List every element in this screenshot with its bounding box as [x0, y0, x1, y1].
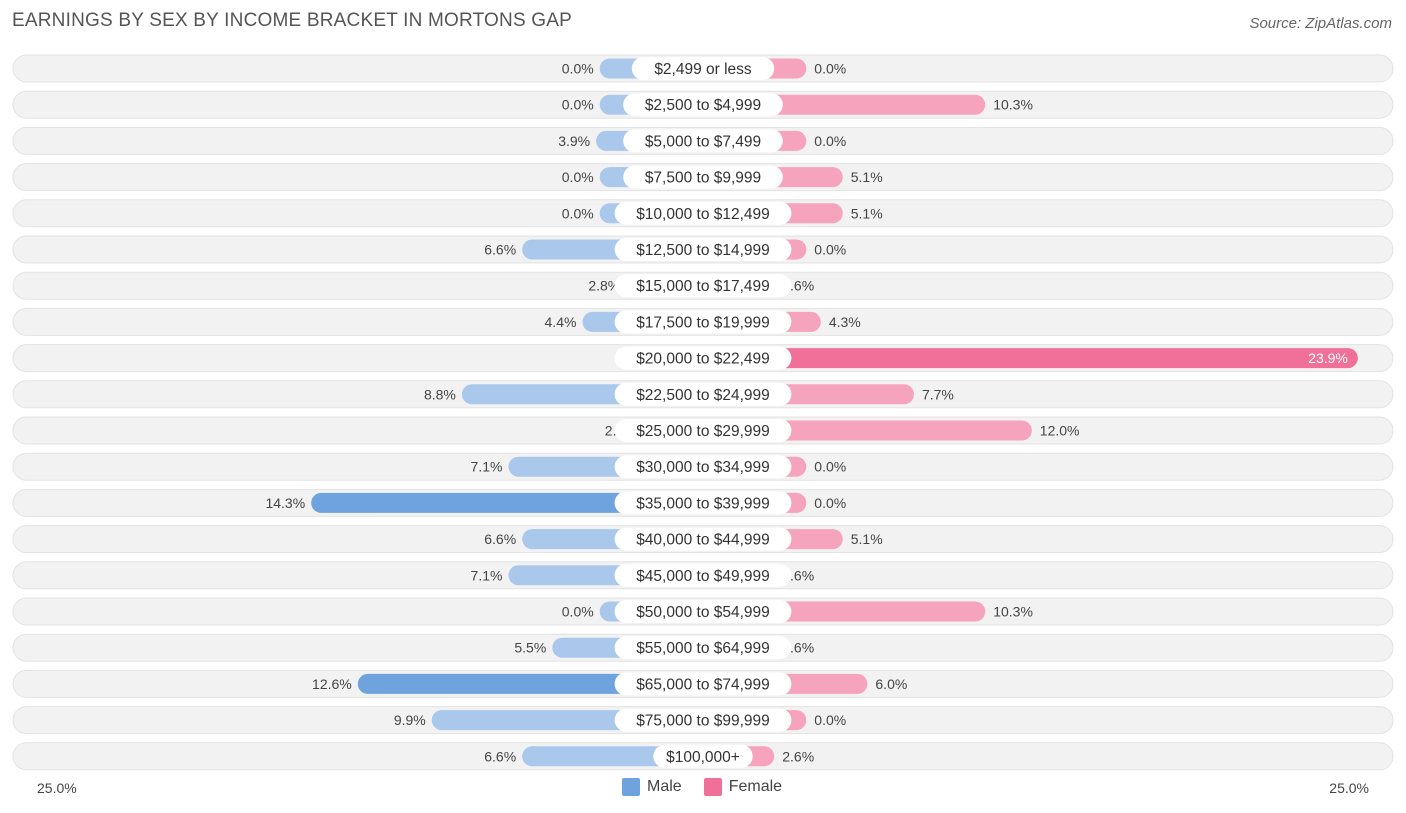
female-value-label: 10.3%	[993, 604, 1033, 620]
category-label: $15,000 to $17,499	[636, 278, 770, 295]
male-value-label: 0.0%	[562, 61, 594, 77]
category-label: $12,500 to $14,999	[636, 242, 770, 259]
male-value-label: 8.8%	[424, 386, 456, 402]
category-label: $22,500 to $24,999	[636, 387, 770, 404]
male-value-label: 6.6%	[484, 242, 516, 258]
category-pill	[614, 238, 792, 261]
category-pill	[653, 744, 753, 768]
legend: Male Female	[622, 778, 782, 796]
category-pill	[614, 708, 792, 732]
female-value-label: 2.6%	[782, 748, 814, 764]
category-pill	[614, 600, 792, 623]
female-value-label: 4.3%	[829, 314, 861, 330]
category-pill	[623, 129, 783, 153]
female-value-label: 10.3%	[993, 97, 1033, 113]
male-value-label: 6.6%	[484, 748, 516, 764]
male-value-label: 6.6%	[484, 531, 516, 547]
category-pill	[623, 93, 783, 117]
category-pill	[614, 455, 792, 479]
category-label: $40,000 to $44,999	[636, 532, 770, 549]
axis-right-label: 25.0%	[1329, 780, 1369, 796]
male-value-label: 3.9%	[558, 133, 590, 149]
category-pill	[614, 382, 792, 406]
female-value-label: 0.0%	[814, 459, 846, 475]
female-value-label: 0.0%	[814, 133, 846, 149]
legend-female[interactable]: Female	[703, 778, 783, 796]
male-value-label: 7.1%	[471, 459, 503, 475]
category-label: $7,500 to $9,999	[645, 170, 761, 187]
category-label: $35,000 to $39,999	[636, 495, 770, 512]
category-pill	[614, 310, 792, 334]
category-label: $25,000 to $29,999	[636, 423, 770, 440]
category-label: $100,000+	[666, 749, 740, 766]
female-value-label: 0.0%	[814, 61, 846, 77]
male-value-label: 5.5%	[514, 640, 546, 656]
category-label: $5,000 to $7,499	[645, 133, 761, 150]
female-value-label: 5.1%	[851, 531, 883, 547]
male-value-label: 0.0%	[562, 604, 594, 620]
male-value-label: 9.9%	[394, 712, 426, 728]
category-label: $10,000 to $12,499	[636, 206, 770, 223]
category-label: $20,000 to $22,499	[636, 351, 770, 368]
female-value-label: 0.0%	[814, 495, 846, 511]
category-label: $65,000 to $74,999	[636, 676, 770, 693]
male-value-label: 2.8%	[588, 278, 620, 294]
category-label: $2,500 to $4,999	[645, 97, 761, 114]
category-pill	[614, 636, 792, 660]
category-pill	[614, 491, 792, 515]
female-bar	[693, 348, 1358, 369]
legend-male-swatch	[622, 778, 640, 796]
male-bar	[311, 492, 713, 513]
bar-chart: 0.0% 0.0% $2,499 or less 0.0% 10.3% $2,500 to…	[12, 54, 1394, 771]
category-pill	[614, 419, 792, 442]
category-pill	[614, 527, 792, 551]
female-value-label: 7.7%	[922, 386, 954, 402]
category-label: $55,000 to $64,999	[636, 640, 770, 657]
category-pill	[614, 563, 792, 587]
category-label: $45,000 to $49,999	[636, 568, 770, 585]
category-label: $30,000 to $34,999	[636, 459, 770, 476]
category-label: $50,000 to $54,999	[636, 604, 770, 621]
female-value-label: 5.1%	[851, 205, 883, 221]
category-pill	[614, 346, 792, 370]
female-value-label: 12.0%	[1040, 423, 1080, 439]
male-value-label: 12.6%	[312, 676, 352, 692]
male-value-label: 0.0%	[562, 169, 594, 185]
category-label: $2,499 or less	[654, 61, 752, 78]
category-label: $17,500 to $19,999	[636, 314, 770, 331]
legend-female-label: Female	[728, 778, 783, 795]
category-pill	[614, 201, 792, 225]
male-value-label: 0.0%	[562, 97, 594, 113]
axis-left-label: 25.0%	[37, 780, 77, 796]
male-value-label: 7.1%	[471, 567, 503, 583]
legend-male[interactable]: Male	[622, 778, 682, 796]
category-pill	[614, 274, 792, 298]
female-value-label: 0.0%	[814, 242, 846, 258]
source-credit: Source: ZipAtlas.com	[1249, 15, 1392, 32]
male-value-label: 4.4%	[545, 314, 577, 330]
male-value-label: 14.3%	[265, 495, 305, 511]
female-value-label: 6.0%	[875, 676, 907, 692]
legend-female-swatch	[703, 778, 722, 796]
category-pill	[631, 57, 775, 80]
category-pill	[614, 672, 792, 696]
chart-title: EARNINGS BY SEX BY INCOME BRACKET IN MOR…	[12, 10, 573, 31]
category-pill	[623, 165, 783, 189]
female-value-label: 23.9%	[1308, 350, 1348, 366]
female-value-label: 0.0%	[814, 712, 846, 728]
female-value-label: 5.1%	[851, 169, 883, 185]
category-label: $75,000 to $99,999	[636, 713, 770, 730]
legend-male-label: Male	[647, 778, 682, 795]
male-value-label: 0.0%	[562, 205, 594, 221]
